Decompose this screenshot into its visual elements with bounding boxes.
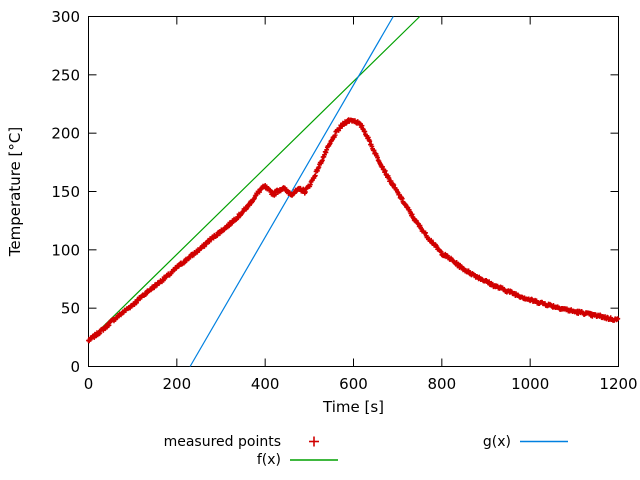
x-tick-label: 800	[428, 375, 457, 393]
legend-label-measured-points: measured points	[164, 434, 281, 450]
x-tick-label: 1200	[599, 375, 637, 393]
y-tick-label: 300	[51, 8, 80, 26]
series-gx-line	[189, 16, 394, 367]
legend-marker-plus-icon	[309, 436, 319, 447]
legend-label-fx: f(x)	[257, 452, 281, 468]
x-tick-label: 0	[84, 375, 94, 393]
x-tick-label: 200	[163, 375, 192, 393]
legend-label-gx: g(x)	[483, 434, 511, 450]
y-tick-label: 200	[51, 125, 80, 143]
y-tick-label: 250	[51, 66, 80, 84]
x-tick-label: 1000	[511, 375, 549, 393]
x-axis-ticks: 0 200 400 600 800 1000 1200	[84, 16, 638, 393]
x-tick-label: 600	[339, 375, 368, 393]
y-tick-label: 150	[51, 183, 80, 201]
series-measured-points	[86, 117, 621, 344]
y-axis-title: Temperature [°C]	[6, 127, 24, 257]
series-fx-line	[88, 16, 421, 342]
x-axis-title: Time [s]	[322, 398, 384, 416]
y-tick-label: 50	[61, 300, 80, 318]
y-axis-ticks: 0 50 100 150 200 250 300	[51, 8, 619, 376]
chart-legend: measured points f(x) g(x)	[164, 434, 568, 468]
y-tick-label: 0	[70, 358, 80, 376]
x-tick-label: 400	[251, 375, 280, 393]
y-tick-label: 100	[51, 241, 80, 259]
